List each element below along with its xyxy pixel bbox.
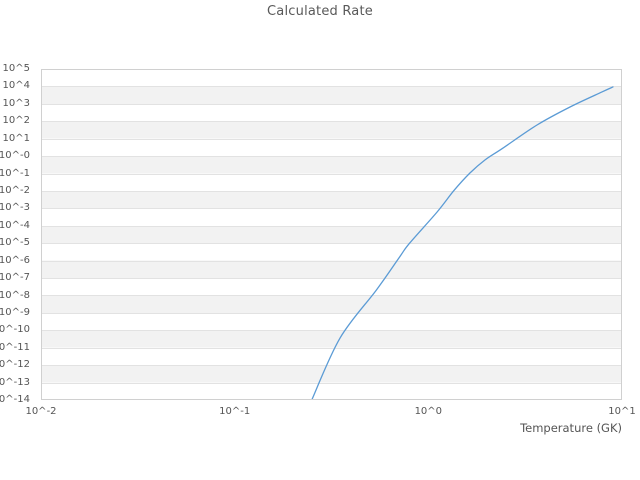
x-tick-label: 10^1 [608, 406, 636, 417]
y-tick-label: 10^1 [2, 132, 30, 144]
y-tick-label: 10^-12 [0, 359, 30, 371]
y-tick-label: 10^-5 [0, 237, 30, 249]
grid-band [41, 330, 622, 348]
x-tick-label: 10^0 [414, 406, 443, 417]
chart-title: Calculated Rate [267, 4, 373, 19]
x-axis-title: Temperature (GK) [520, 421, 622, 435]
y-tick-label: 10^-2 [0, 184, 30, 196]
plot-area [41, 69, 622, 400]
y-tick-label: 10^-11 [0, 341, 30, 353]
y-tick-label: 10^3 [2, 97, 30, 109]
y-tick-label: 10^-8 [0, 289, 30, 301]
y-tick-label: 10^-1 [0, 167, 30, 179]
y-tick-label: 10^5 [2, 63, 30, 74]
y-tick-label: 10^-10 [0, 324, 30, 336]
x-tick-label: 10^-1 [219, 406, 251, 417]
y-tick-label: 10^-7 [0, 272, 30, 284]
y-tick-label: 10^-0 [0, 150, 30, 162]
y-tick-label: 10^-14 [0, 394, 30, 405]
y-tick-label: 10^-9 [0, 306, 30, 318]
grid-band [41, 156, 622, 174]
y-tick-label: 10^-4 [0, 219, 30, 231]
grid-band [41, 86, 622, 104]
grid-band [41, 225, 622, 244]
x-tick-label: 10^-2 [25, 406, 57, 417]
y-tick-label: 10^4 [2, 80, 30, 92]
grid-band [41, 190, 622, 209]
grid-band [41, 121, 622, 139]
plot-border [41, 69, 622, 400]
y-tick-label: 10^-13 [0, 376, 30, 388]
rate-curve-line [311, 86, 614, 400]
grid-band [41, 295, 622, 313]
grid-band [41, 365, 622, 383]
grid-band [41, 260, 622, 279]
y-tick-label: 10^-6 [0, 254, 30, 266]
y-tick-label: 10^2 [2, 115, 30, 127]
y-tick-label: 10^-3 [0, 202, 30, 214]
